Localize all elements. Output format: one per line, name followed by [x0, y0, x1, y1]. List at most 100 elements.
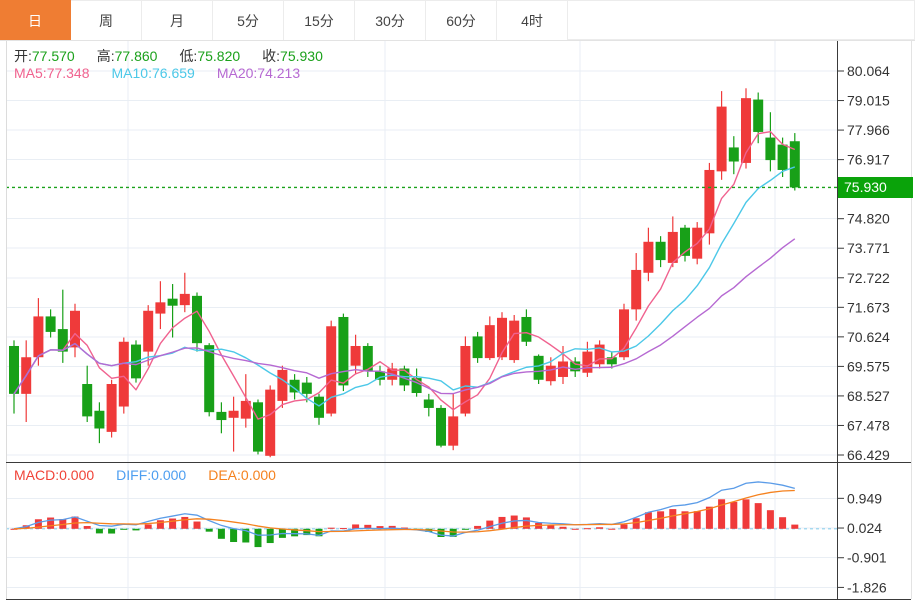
tab-day[interactable]: 日: [0, 0, 71, 40]
quote-high-value: 77.860: [114, 48, 158, 64]
candle-body: [789, 141, 800, 188]
candle-body: [216, 411, 227, 421]
dea-line: [13, 489, 795, 533]
candle-body: [240, 400, 251, 419]
macd-bar: [291, 528, 299, 537]
dea-readout: DEA:0.000: [208, 467, 276, 483]
macd-y-axis-label: 0.949: [847, 490, 882, 506]
y-axis-label: 79.015: [847, 93, 890, 109]
macd-panel: [6, 481, 837, 548]
tab-30min[interactable]: 30分: [355, 0, 426, 40]
macd-bar: [352, 524, 360, 529]
quote-open-value: 77.570: [31, 48, 75, 64]
axes: [0, 40, 915, 600]
y-axis-label: 77.966: [847, 122, 890, 138]
candle-body: [704, 169, 715, 234]
y-axis-label: 72.722: [847, 270, 890, 286]
candle-body: [533, 355, 544, 380]
candle-body: [472, 336, 483, 359]
candle-body: [436, 407, 446, 446]
candle-body: [570, 361, 581, 372]
ma-row: MA5:77.348 MA10:76.659 MA20:74.213: [14, 65, 322, 81]
ma10-readout: MA10:76.659: [112, 65, 195, 81]
y-axis-label: 80.064: [847, 63, 890, 79]
ma5-line: [13, 130, 796, 420]
macd-bar: [766, 510, 774, 529]
tabbar-filler: [568, 0, 915, 40]
y-axis-label: 74.820: [847, 211, 890, 227]
candle-body: [716, 106, 727, 172]
ma5-line: [13, 130, 796, 420]
candle-body: [606, 357, 617, 365]
macd-bar: [522, 517, 530, 529]
quote-row: 开:77.570 高:77.860 低:75.820 收:75.930: [14, 46, 345, 66]
macd-bar: [705, 506, 713, 529]
macd-bar: [83, 526, 91, 529]
candle-body: [118, 341, 129, 407]
macd-readout-value: 0.000: [59, 467, 95, 483]
quote-close-label: 收:: [262, 48, 281, 64]
candle-body: [497, 317, 507, 358]
macd-bar: [474, 525, 482, 529]
y-axis-label: 71.673: [847, 299, 890, 315]
macd-bar: [620, 524, 628, 529]
tab-60min[interactable]: 60分: [426, 0, 497, 40]
macd-bar: [10, 528, 18, 530]
diff-readout-label: DIFF:: [116, 467, 152, 483]
candle-body: [57, 329, 68, 352]
candle-body: [643, 241, 654, 273]
candle-body: [228, 410, 239, 418]
candle-body: [350, 345, 361, 366]
dea-readout-value: 0.000: [240, 467, 276, 483]
macd-bar: [181, 516, 189, 529]
macd-row: MACD:0.000 DIFF:0.000 DEA:0.000: [14, 467, 298, 483]
candle-body: [619, 309, 629, 358]
candle-body: [314, 396, 324, 418]
ma10-readout-value: 76.659: [151, 65, 195, 81]
macd-bar: [364, 524, 372, 529]
ma5-readout-value: 77.348: [46, 65, 90, 81]
candle-body: [94, 410, 105, 429]
y-axis-label: 73.771: [847, 240, 890, 256]
tab-5min[interactable]: 5分: [213, 0, 284, 40]
quote-open: 开:77.570: [14, 48, 75, 64]
ma10-line: [13, 166, 796, 407]
tab-week[interactable]: 周: [71, 0, 142, 40]
tab-15min[interactable]: 15分: [284, 0, 355, 40]
tab-4hour[interactable]: 4时: [497, 0, 568, 40]
candle-body: [667, 231, 678, 263]
macd-bar: [193, 521, 201, 529]
macd-bar: [327, 527, 335, 529]
tab-month[interactable]: 月: [142, 0, 213, 40]
ma20-readout: MA20:74.213: [217, 65, 300, 81]
candle-body: [155, 302, 166, 314]
macd-bar: [169, 518, 177, 529]
candle-body: [521, 316, 532, 342]
candle-body: [545, 365, 556, 382]
candle-body: [631, 269, 642, 310]
candle-body: [460, 345, 471, 414]
quote-high-label: 高:: [96, 48, 115, 64]
macd-bar: [242, 528, 250, 543]
y-axis-label: 76.917: [847, 152, 890, 168]
macd-bar: [315, 528, 323, 537]
y-axis-label: 66.429: [847, 447, 890, 463]
candle-body: [375, 371, 385, 380]
candle-body: [448, 416, 459, 446]
macd-bar: [339, 528, 347, 530]
diff-readout: DIFF:0.000: [116, 467, 186, 483]
last-price-tag: 75.930: [838, 176, 913, 198]
quote-high: 高:77.860: [97, 48, 158, 64]
ma20-line: [13, 238, 796, 395]
candle-body: [326, 326, 337, 414]
macd-bar: [34, 519, 42, 529]
quote-close-value: 75.930: [280, 48, 323, 64]
macd-bar: [461, 528, 469, 530]
macd-y-axis-label: 0.024: [847, 520, 882, 536]
macd-bar: [583, 528, 591, 530]
macd-bar: [388, 525, 396, 529]
macd-bar: [681, 511, 689, 529]
quote-low-value: 75.820: [197, 48, 241, 64]
candle-body: [582, 351, 593, 373]
